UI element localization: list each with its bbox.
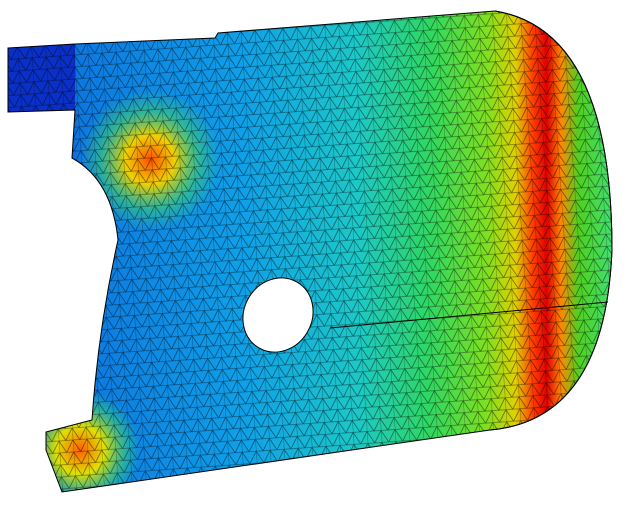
pin-hole	[242, 277, 314, 353]
seam	[329, 301, 609, 329]
rim-edge	[489, 10, 613, 431]
